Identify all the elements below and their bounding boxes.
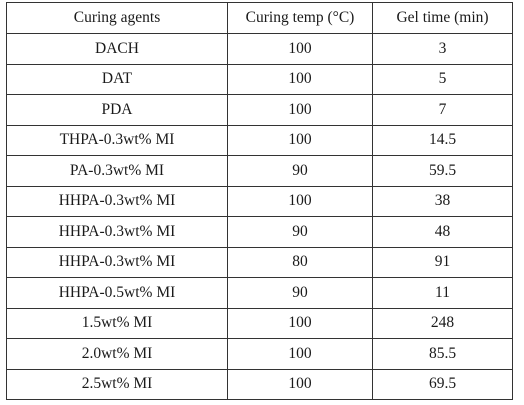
table-row: HHPA-0.3wt% MI 80 91 xyxy=(6,246,513,278)
table-row: 1.5wt% MI 100 248 xyxy=(6,307,513,339)
cell-curing-agent: HHPA-0.5wt% MI xyxy=(6,277,228,309)
table-row: PA-0.3wt% MI 90 59.5 xyxy=(6,155,513,187)
cell-gel-time: 5 xyxy=(372,63,513,95)
column-header-curing-agents: Curing agents xyxy=(6,2,228,34)
cell-curing-agent: DAT xyxy=(6,63,228,95)
table-row: THPA-0.3wt% MI 100 14.5 xyxy=(6,124,513,156)
cell-curing-temp: 100 xyxy=(227,124,373,156)
cell-curing-agent: PDA xyxy=(6,94,228,126)
header-row: Curing agents Curing temp (°C) Gel time … xyxy=(6,2,513,34)
cell-curing-agent: 1.5wt% MI xyxy=(6,307,228,339)
table-row: HHPA-0.3wt% MI 90 48 xyxy=(6,216,513,248)
table-row: DACH 100 3 xyxy=(6,33,513,65)
cell-curing-temp: 90 xyxy=(227,277,373,309)
cell-gel-time: 69.5 xyxy=(372,368,513,400)
cell-curing-temp: 80 xyxy=(227,246,373,278)
cell-curing-agent: THPA-0.3wt% MI xyxy=(6,124,228,156)
cell-curing-temp: 100 xyxy=(227,307,373,339)
cell-gel-time: 59.5 xyxy=(372,155,513,187)
cell-curing-temp: 100 xyxy=(227,338,373,370)
cell-curing-agent: HHPA-0.3wt% MI xyxy=(6,185,228,217)
table-row: DAT 100 5 xyxy=(6,63,513,95)
cell-gel-time: 48 xyxy=(372,216,513,248)
column-header-curing-temp: Curing temp (°C) xyxy=(227,2,373,34)
cell-curing-agent: HHPA-0.3wt% MI xyxy=(6,246,228,278)
cell-gel-time: 248 xyxy=(372,307,513,339)
cell-gel-time: 7 xyxy=(372,94,513,126)
table-row: 2.0wt% MI 100 85.5 xyxy=(6,338,513,370)
gel-time-table: Curing agents Curing temp (°C) Gel time … xyxy=(6,2,513,400)
cell-curing-temp: 90 xyxy=(227,155,373,187)
cell-curing-temp: 100 xyxy=(227,33,373,65)
cell-gel-time: 38 xyxy=(372,185,513,217)
cell-curing-temp: 100 xyxy=(227,94,373,126)
cell-curing-agent: 2.0wt% MI xyxy=(6,338,228,370)
table-row: HHPA-0.3wt% MI 100 38 xyxy=(6,185,513,217)
cell-curing-agent: 2.5wt% MI xyxy=(6,368,228,400)
cell-curing-agent: DACH xyxy=(6,33,228,65)
table-row: HHPA-0.5wt% MI 90 11 xyxy=(6,277,513,309)
column-header-gel-time: Gel time (min) xyxy=(372,2,513,34)
cell-curing-agent: HHPA-0.3wt% MI xyxy=(6,216,228,248)
data-table-container: Curing agents Curing temp (°C) Gel time … xyxy=(6,2,513,400)
table-row: PDA 100 7 xyxy=(6,94,513,126)
table-row: 2.5wt% MI 100 69.5 xyxy=(6,368,513,400)
cell-curing-temp: 100 xyxy=(227,368,373,400)
cell-gel-time: 14.5 xyxy=(372,124,513,156)
cell-gel-time: 3 xyxy=(372,33,513,65)
cell-curing-agent: PA-0.3wt% MI xyxy=(6,155,228,187)
cell-gel-time: 11 xyxy=(372,277,513,309)
cell-gel-time: 85.5 xyxy=(372,338,513,370)
cell-curing-temp: 90 xyxy=(227,216,373,248)
cell-curing-temp: 100 xyxy=(227,63,373,95)
cell-curing-temp: 100 xyxy=(227,185,373,217)
cell-gel-time: 91 xyxy=(372,246,513,278)
